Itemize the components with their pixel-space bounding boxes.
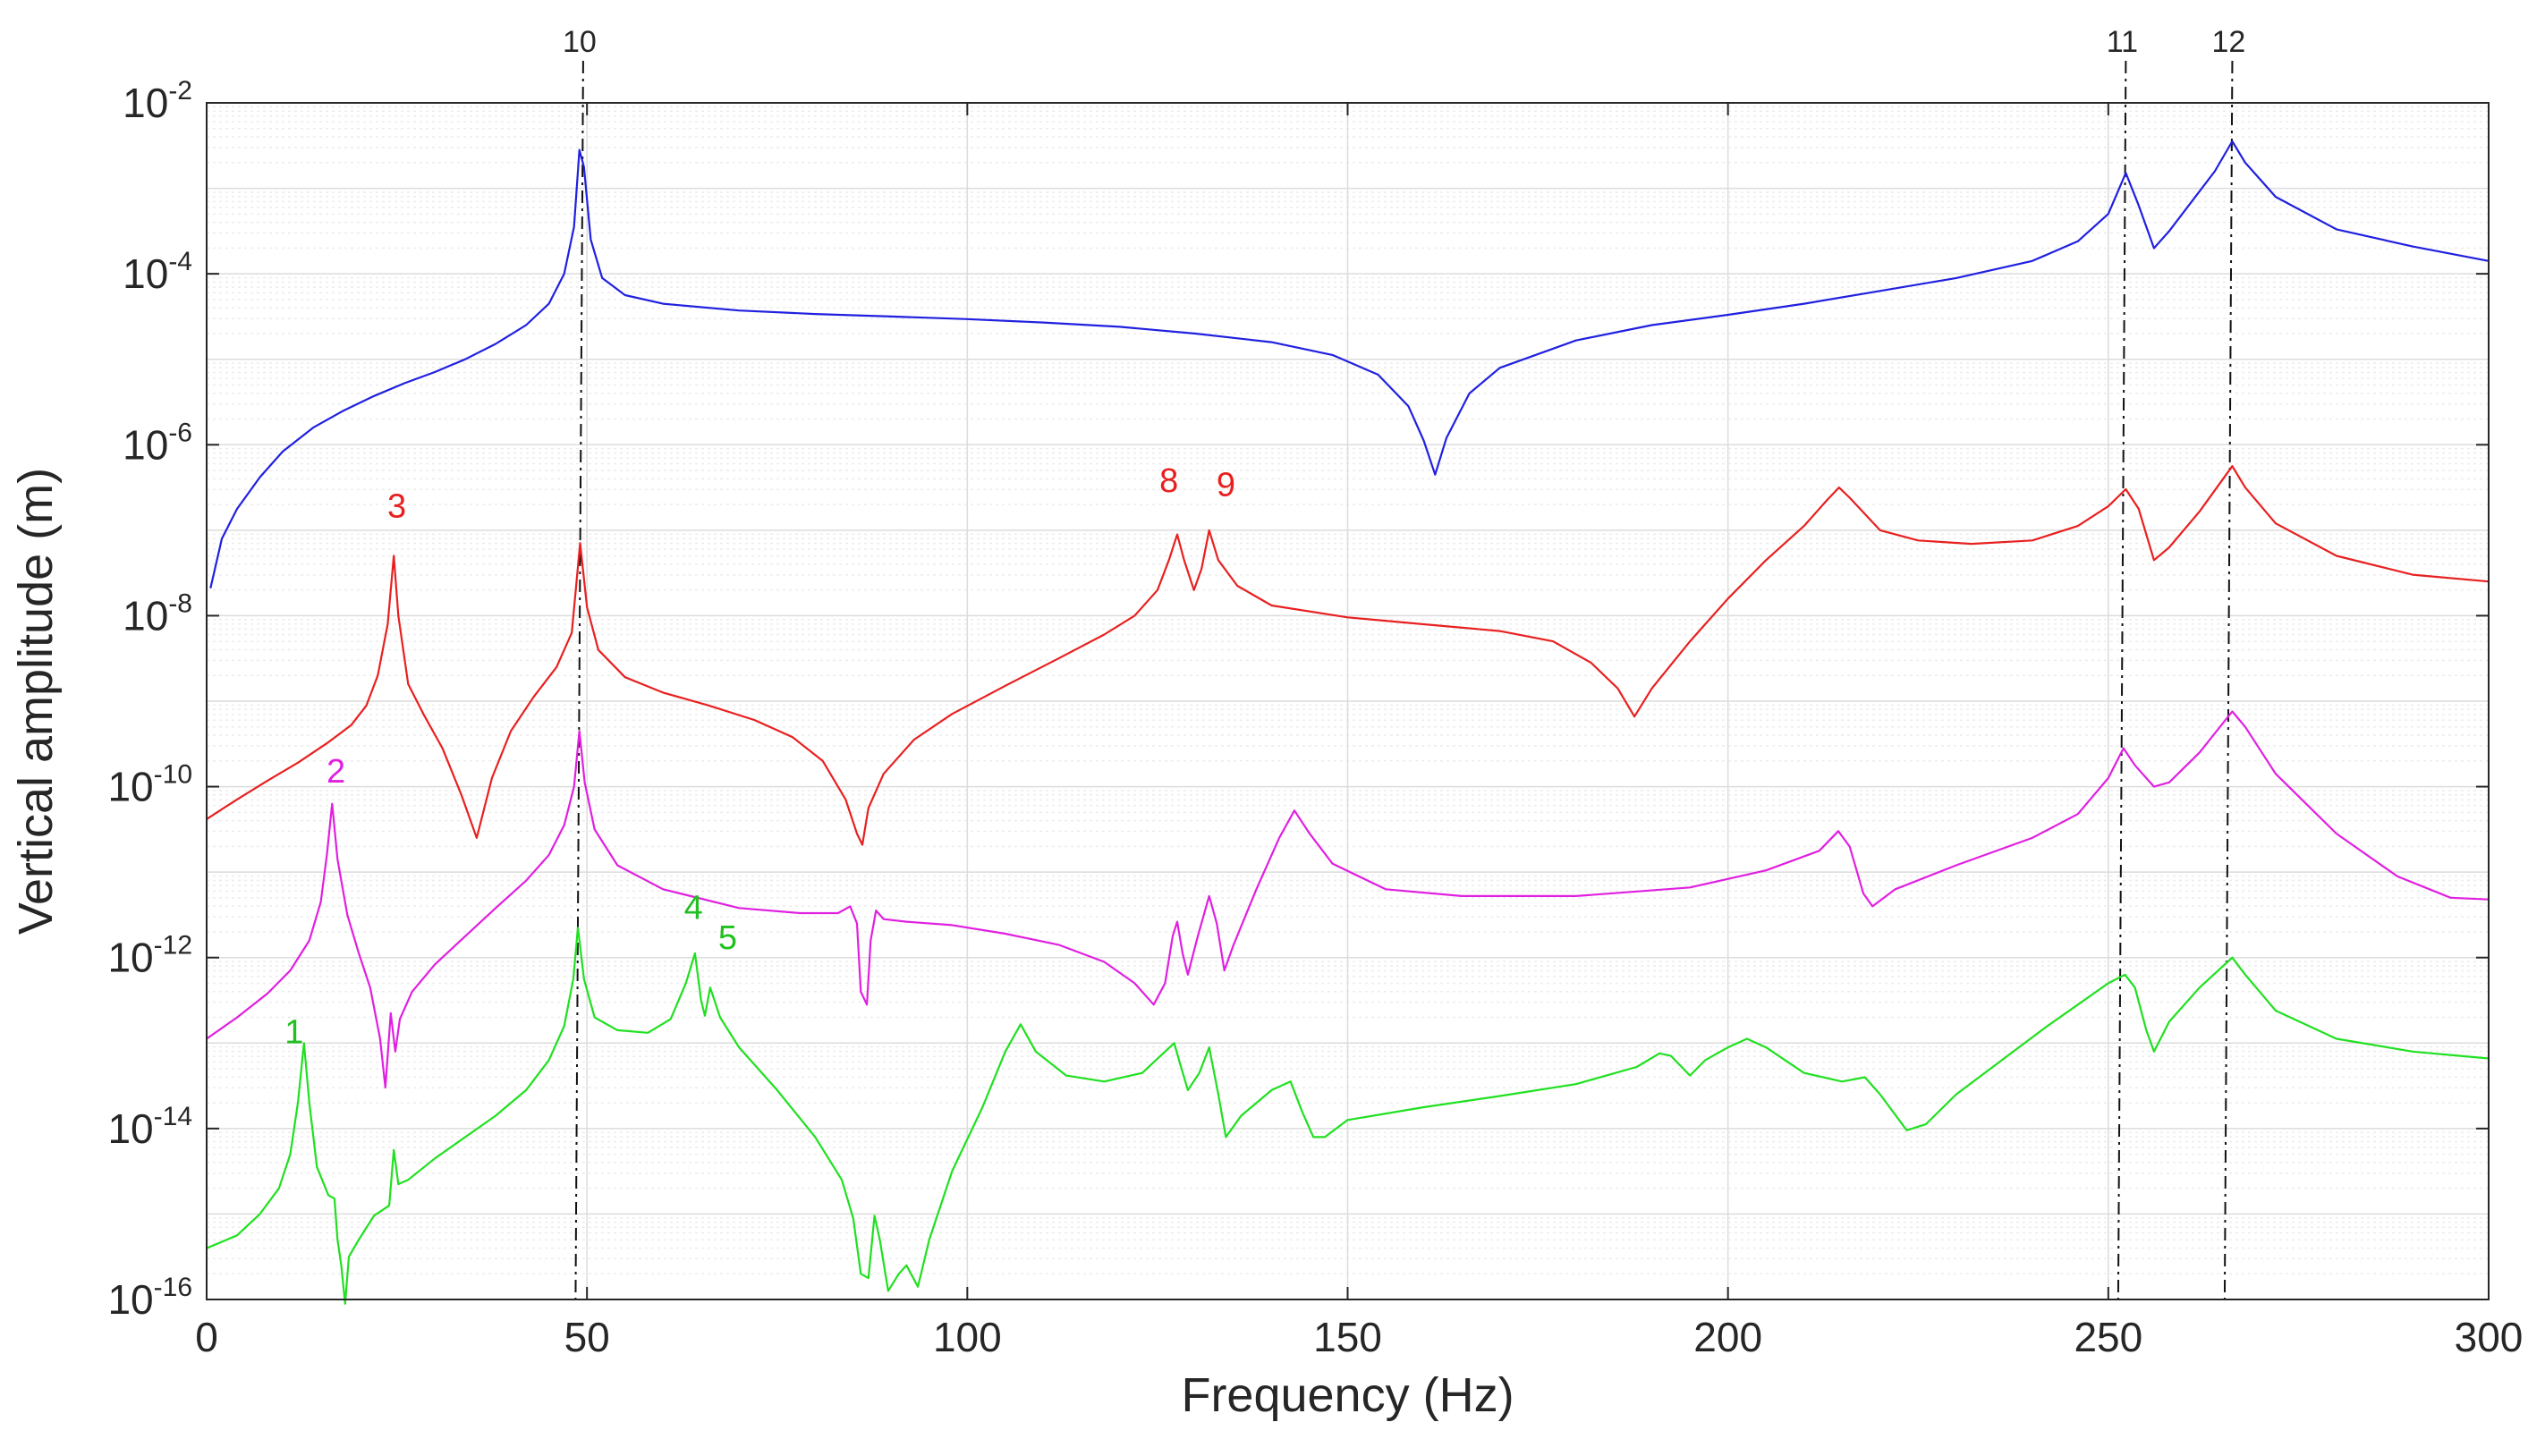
mode-marker-line [2223, 60, 2234, 1300]
axis-ticks: 0 50 100 150 200 250 300 10-16 10-14 10-12 10-10 10… [107, 76, 2523, 1360]
mode-marker-line [2117, 60, 2127, 1300]
peak-label: 4 [684, 890, 703, 927]
x-tick-label: 250 [2074, 1314, 2142, 1360]
x-tick-label: 0 [195, 1314, 218, 1360]
y-tick-label: 10-8 [123, 588, 192, 639]
peak-label: 2 [327, 753, 345, 791]
mode-marker-label: 10 [563, 25, 597, 59]
mode-marker-label: 12 [2212, 25, 2246, 59]
y-tick-label: 10-6 [123, 418, 192, 468]
peak-label: 8 [1159, 462, 1178, 500]
mode-markers: 10 11 12 [563, 25, 2246, 1300]
peak-labels: 1 2 3 45 8 9 [284, 462, 1235, 1051]
mode-marker-line [574, 60, 584, 1300]
y-tick-label: 10-16 [107, 1273, 192, 1323]
y-axis-label: Vertical amplitude (m) [9, 468, 63, 935]
series-line-green [206, 927, 2490, 1305]
series-lines [206, 140, 2490, 1305]
x-tick-label: 200 [1693, 1314, 1762, 1360]
peak-label: 1 [284, 1013, 303, 1051]
x-tick-label: 300 [2455, 1314, 2524, 1360]
series-line-blue [209, 140, 2490, 589]
peak-label: 9 [1217, 467, 1235, 504]
y-tick-label: 10-2 [123, 76, 192, 126]
y-tick-label: 10-12 [107, 931, 192, 981]
mode-marker-label: 11 [2107, 25, 2138, 59]
x-axis-label: Frequency (Hz) [1181, 1368, 1514, 1422]
grid [206, 102, 2490, 1300]
y-tick-label: 10-14 [107, 1102, 192, 1152]
series-line-red [206, 465, 2490, 846]
x-tick-label: 100 [933, 1314, 1002, 1360]
x-tick-label: 50 [564, 1314, 610, 1360]
x-tick-label: 150 [1313, 1314, 1382, 1360]
series-line-magenta [206, 710, 2490, 1089]
y-tick-label: 10-4 [123, 247, 192, 297]
peak-label: 3 [387, 488, 406, 526]
peak-label: 5 [718, 919, 737, 957]
y-tick-label: 10-10 [107, 760, 192, 810]
